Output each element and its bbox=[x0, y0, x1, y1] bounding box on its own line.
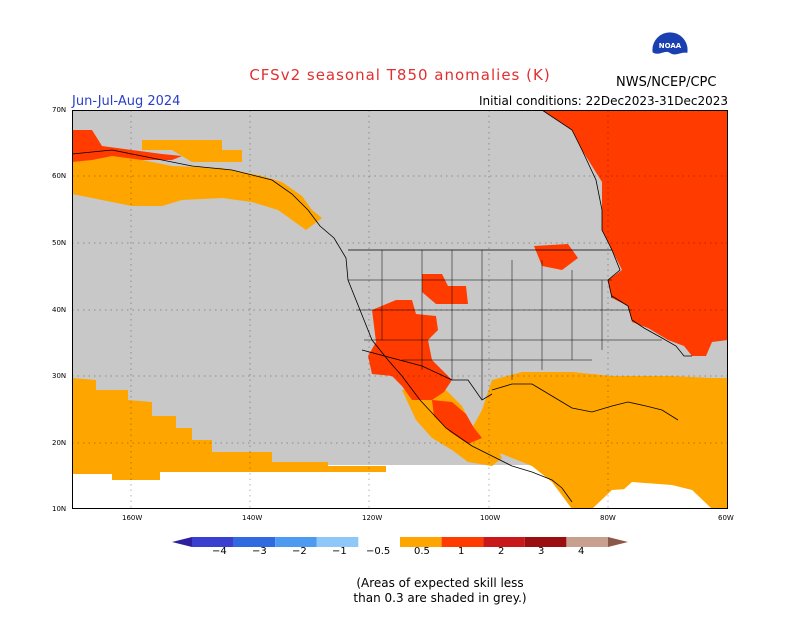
lon-label-140w: 140W bbox=[242, 514, 263, 522]
lat-label-50n: 50N bbox=[52, 239, 67, 247]
lon-label-80w: 80W bbox=[600, 514, 616, 522]
initial-conditions: Initial conditions: 22Dec2023-31Dec2023 bbox=[479, 94, 728, 108]
lat-label-10n: 10N bbox=[52, 505, 67, 513]
colorbar-swatch bbox=[358, 537, 400, 547]
colorbar-swatch bbox=[275, 537, 317, 547]
colorbar-swatch bbox=[566, 537, 608, 547]
colorbar-swatch bbox=[316, 537, 359, 547]
colorbar-label: −2 bbox=[292, 546, 307, 557]
colorbar-arrow-right bbox=[608, 537, 628, 547]
colorbar bbox=[172, 537, 628, 547]
lon-label-120w: 120W bbox=[362, 514, 383, 522]
lon-label-100w: 100W bbox=[480, 514, 501, 522]
skill-note: (Areas of expected skill less than 0.3 a… bbox=[0, 576, 800, 606]
anomaly-gulf-atlantic bbox=[472, 372, 728, 509]
colorbar-label: −0.5 bbox=[366, 546, 391, 557]
colorbar-swatch bbox=[233, 537, 276, 547]
lon-label-60w: 60W bbox=[718, 514, 734, 522]
ocean-gap-se bbox=[592, 486, 712, 509]
colorbar-swatch bbox=[192, 537, 234, 547]
skill-note-line1: (Areas of expected skill less bbox=[356, 576, 524, 590]
anomaly-alaska-gulf bbox=[72, 154, 322, 230]
anomaly-ne-canada bbox=[542, 110, 728, 356]
lat-label-30n: 30N bbox=[52, 372, 67, 380]
anomaly-great-lakes bbox=[534, 244, 578, 270]
colorbar-swatch bbox=[400, 537, 442, 547]
anomaly-central-rockies bbox=[422, 274, 468, 304]
colorbar-label: 3 bbox=[538, 546, 545, 557]
colorbar-label: −3 bbox=[252, 546, 267, 557]
lon-label-160w: 160W bbox=[122, 514, 143, 522]
anomaly-nw-canada bbox=[142, 140, 242, 162]
lat-label-40n: 40N bbox=[52, 306, 67, 314]
agency-label: NWS/NCEP/CPC bbox=[616, 75, 717, 90]
colorbar-label: 2 bbox=[498, 546, 505, 557]
colorbar-arrow-left bbox=[172, 537, 192, 547]
noaa-logo-text: NOAA bbox=[659, 42, 682, 50]
lat-label-20n: 20N bbox=[52, 439, 67, 447]
colorbar-swatch bbox=[441, 537, 484, 547]
map-title: CFSv2 seasonal T850 anomalies (K) bbox=[249, 66, 551, 84]
anomaly-sw-us bbox=[368, 300, 452, 400]
state-borders bbox=[348, 250, 662, 400]
anomaly-pacific-sw bbox=[72, 378, 386, 480]
anomaly-alaska-west bbox=[72, 130, 182, 162]
lat-label-60n: 60N bbox=[52, 172, 67, 180]
colorbar-swatch bbox=[483, 537, 525, 547]
lat-label-70n: 70N bbox=[52, 106, 67, 114]
colorbar-label: −1 bbox=[332, 546, 347, 557]
noaa-logo: NOAA bbox=[651, 31, 689, 69]
colorbar-label: −4 bbox=[212, 546, 227, 557]
anomaly-map bbox=[72, 110, 728, 509]
graticule bbox=[72, 110, 728, 509]
colorbar-label: 4 bbox=[578, 546, 585, 557]
colorbar-swatch bbox=[524, 537, 567, 547]
anomaly-mexico-interior bbox=[432, 400, 482, 444]
colorbar-label: 0.5 bbox=[414, 546, 430, 557]
map-frame bbox=[72, 110, 728, 509]
forecast-period: Jun-Jul-Aug 2024 bbox=[72, 94, 181, 109]
skill-note-line2: than 0.3 are shaded in grey.) bbox=[353, 591, 527, 605]
colorbar-label: 1 bbox=[458, 546, 465, 557]
